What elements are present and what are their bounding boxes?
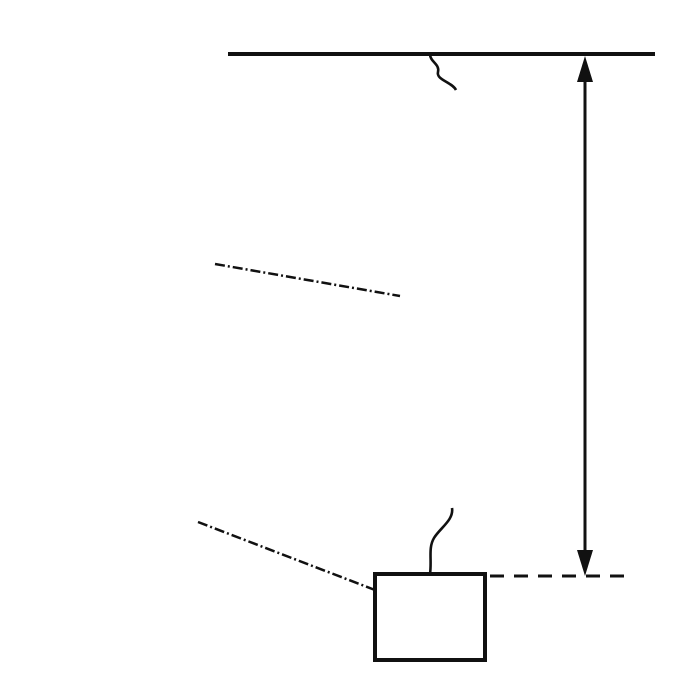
spring-bottom-wire [428,507,454,575]
dimension-arrow-bottom [577,550,593,576]
spring [428,53,458,575]
mass-leader-line [197,520,376,592]
spring-top-wire [428,53,458,91]
length-dimension [490,56,628,578]
mass-block [373,572,487,662]
spring-leader-line [214,262,401,298]
mass-box [373,572,487,662]
dimension-arrow-top [577,56,593,82]
